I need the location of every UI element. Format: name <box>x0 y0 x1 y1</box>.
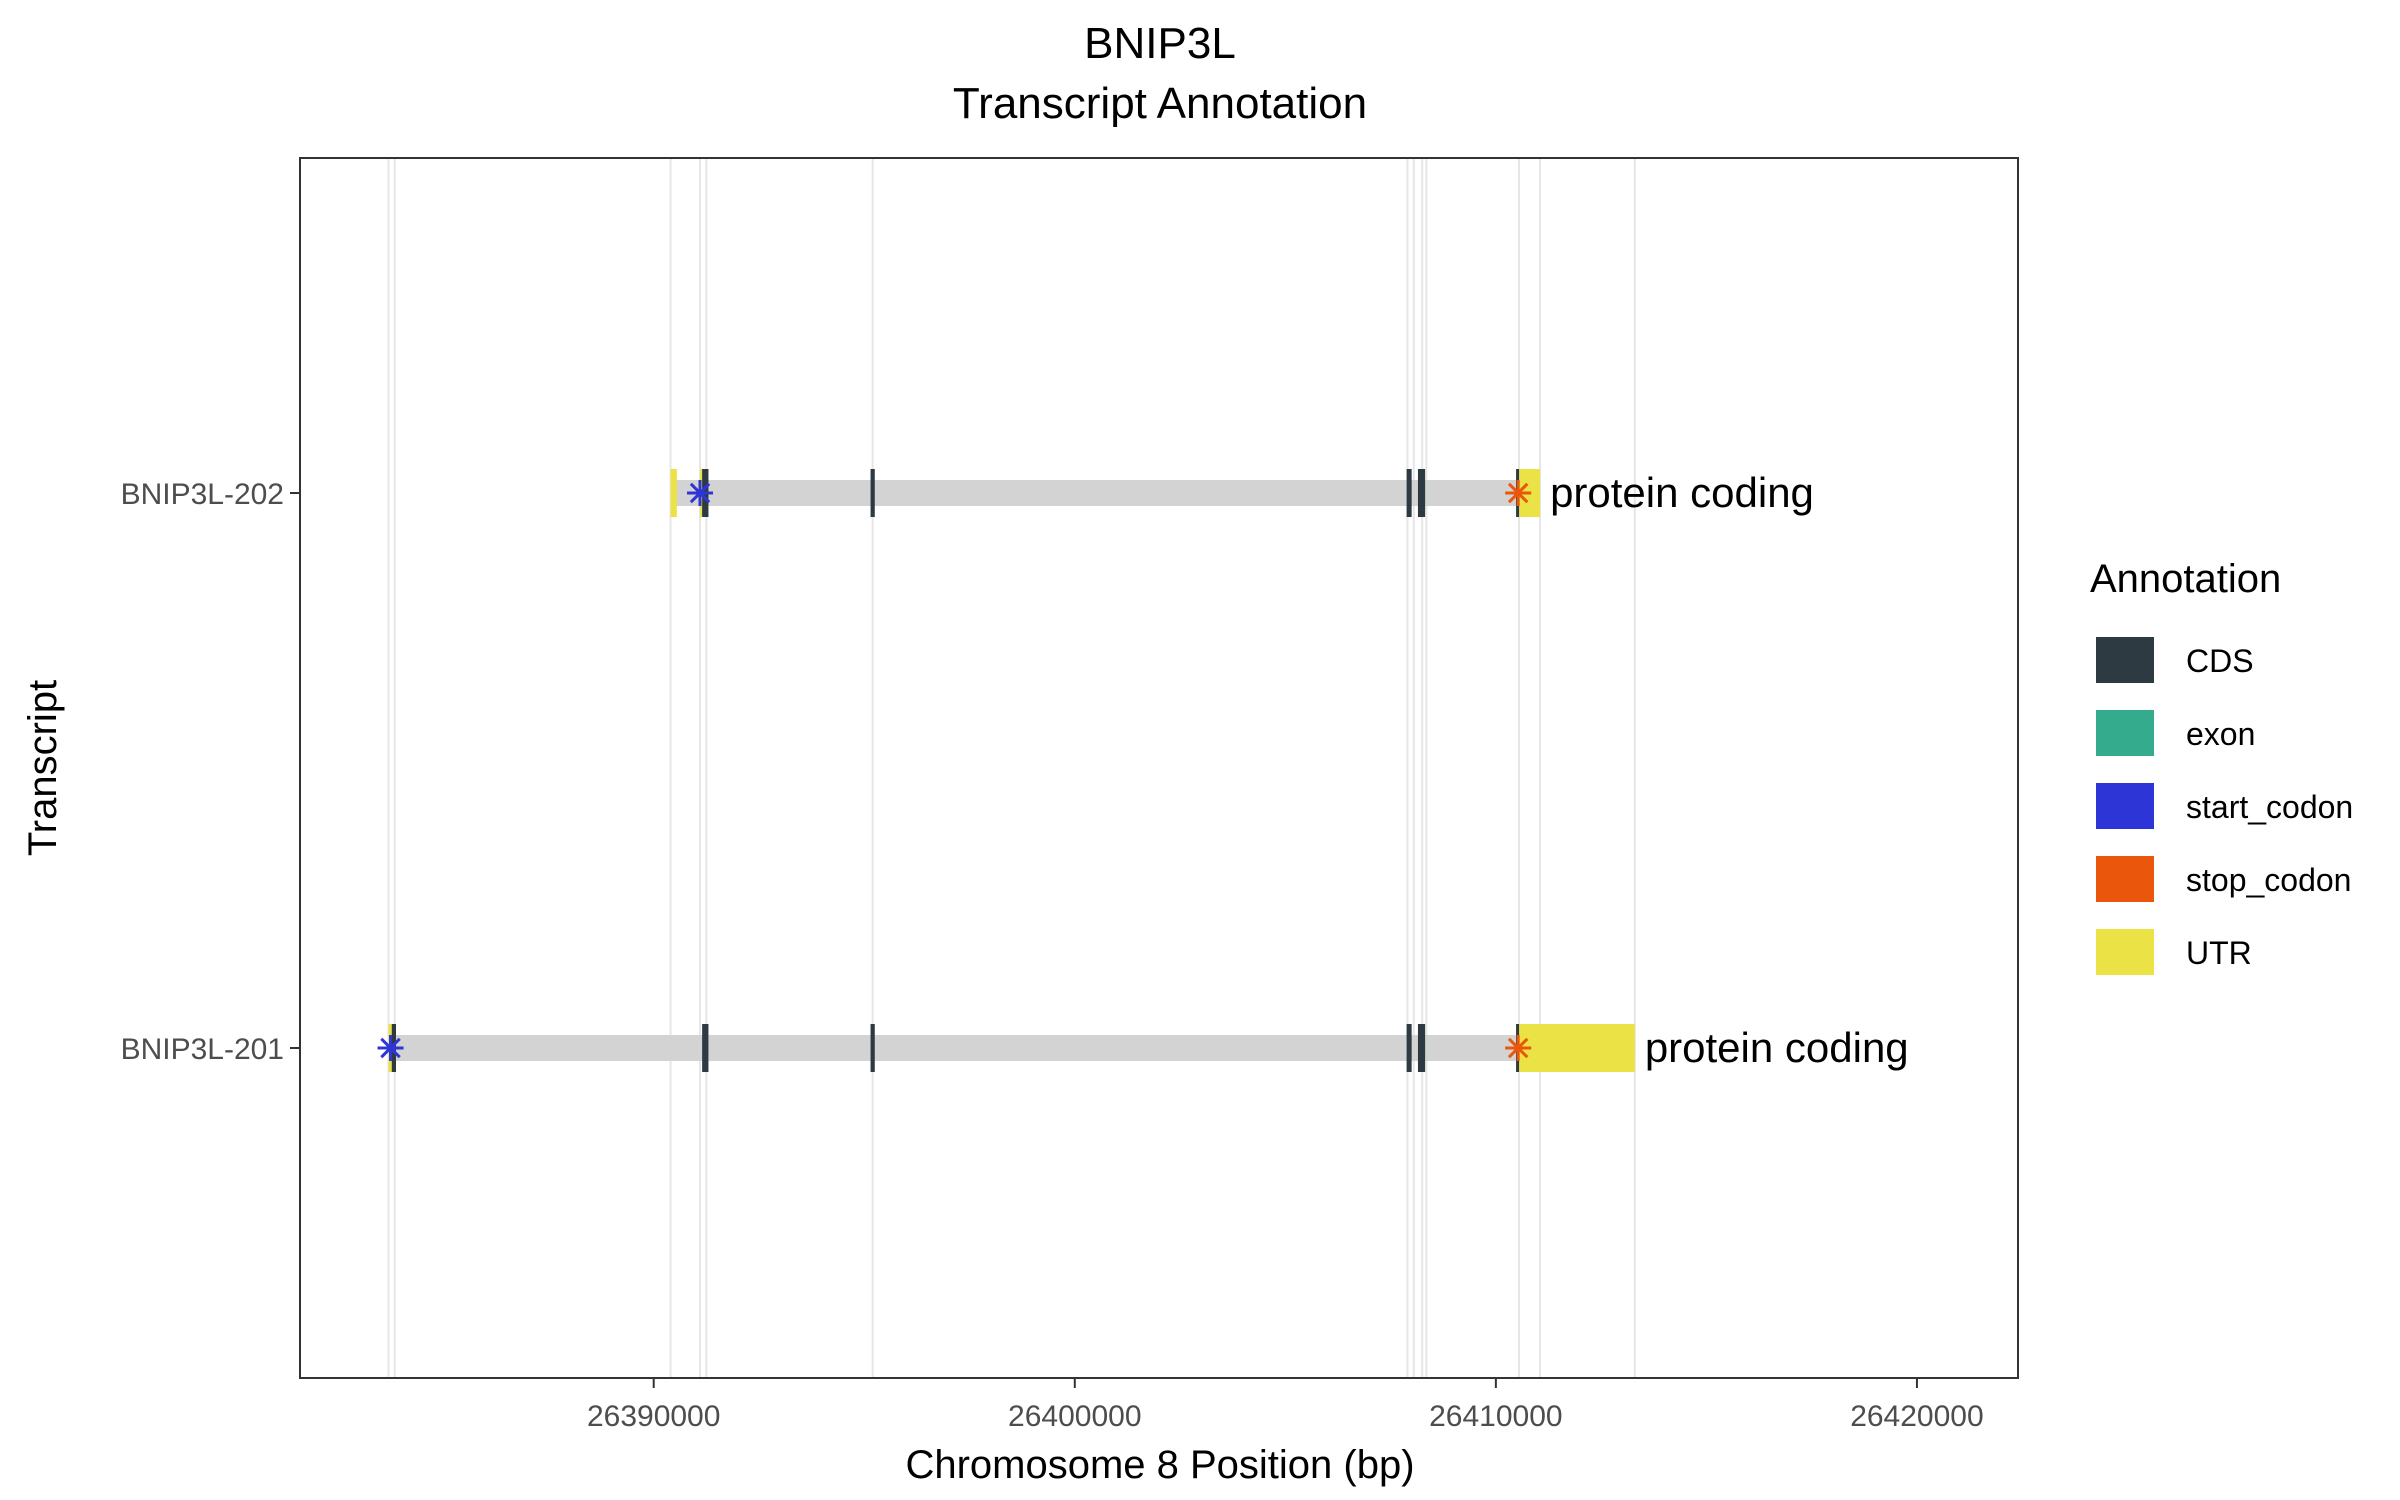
chart-title-line2: Transcript Annotation <box>953 79 1367 128</box>
utr-block <box>1519 1024 1635 1072</box>
cds-block <box>1417 1024 1426 1072</box>
intron-line <box>388 1035 1635 1061</box>
x-tick-label: 26420000 <box>1850 1400 1983 1433</box>
biotype-label: protein coding <box>1550 469 1814 516</box>
cds-block <box>870 469 875 517</box>
legend-swatch <box>2096 929 2154 975</box>
x-axis: 26390000 26400000 26410000 26420000 <box>587 1378 1984 1433</box>
y-axis: BNIP3L-202 BNIP3L-201 <box>121 478 300 1066</box>
stop-codon-marker <box>1505 1035 1532 1061</box>
x-tick-label: 26410000 <box>1429 1400 1562 1433</box>
legend-swatch <box>2096 783 2154 829</box>
grid-layer <box>387 158 1636 1378</box>
legend-label: stop_codon <box>2186 862 2351 898</box>
legend-label: CDS <box>2186 643 2254 679</box>
legend-swatch <box>2096 856 2154 902</box>
biotype-label: protein coding <box>1645 1024 1909 1071</box>
stop-codon-marker <box>1505 480 1532 506</box>
cds-block <box>1406 469 1412 517</box>
x-tick-label: 26390000 <box>587 1400 720 1433</box>
start-codon-marker <box>687 480 714 506</box>
cds-block <box>870 1024 875 1072</box>
legend-label: exon <box>2186 716 2255 752</box>
cds-block <box>1406 1024 1412 1072</box>
y-tick-label: BNIP3L-202 <box>121 478 284 511</box>
cds-block <box>1417 469 1426 517</box>
y-axis-label: Transcript <box>21 680 65 856</box>
legend-title: Annotation <box>2090 557 2281 601</box>
legend-label: UTR <box>2186 935 2252 971</box>
x-axis-label: Chromosome 8 Position (bp) <box>905 1443 1414 1487</box>
utr-block <box>670 469 677 517</box>
legend-label: start_codon <box>2186 789 2353 825</box>
legend-swatch <box>2096 637 2154 683</box>
cds-block <box>702 1024 709 1072</box>
x-tick-label: 26400000 <box>1008 1400 1141 1433</box>
chart-title-line1: BNIP3L <box>1084 19 1236 68</box>
legend: Annotation CDS exon start_codon stop_codon U… <box>2090 557 2353 975</box>
track-layer: protein coding protein coding <box>377 469 1909 1072</box>
plot-panel-border <box>299 157 2019 1379</box>
y-tick-label: BNIP3L-201 <box>121 1033 284 1066</box>
legend-swatch <box>2096 710 2154 756</box>
intron-line <box>670 480 1541 506</box>
start-codon-marker <box>377 1035 404 1061</box>
